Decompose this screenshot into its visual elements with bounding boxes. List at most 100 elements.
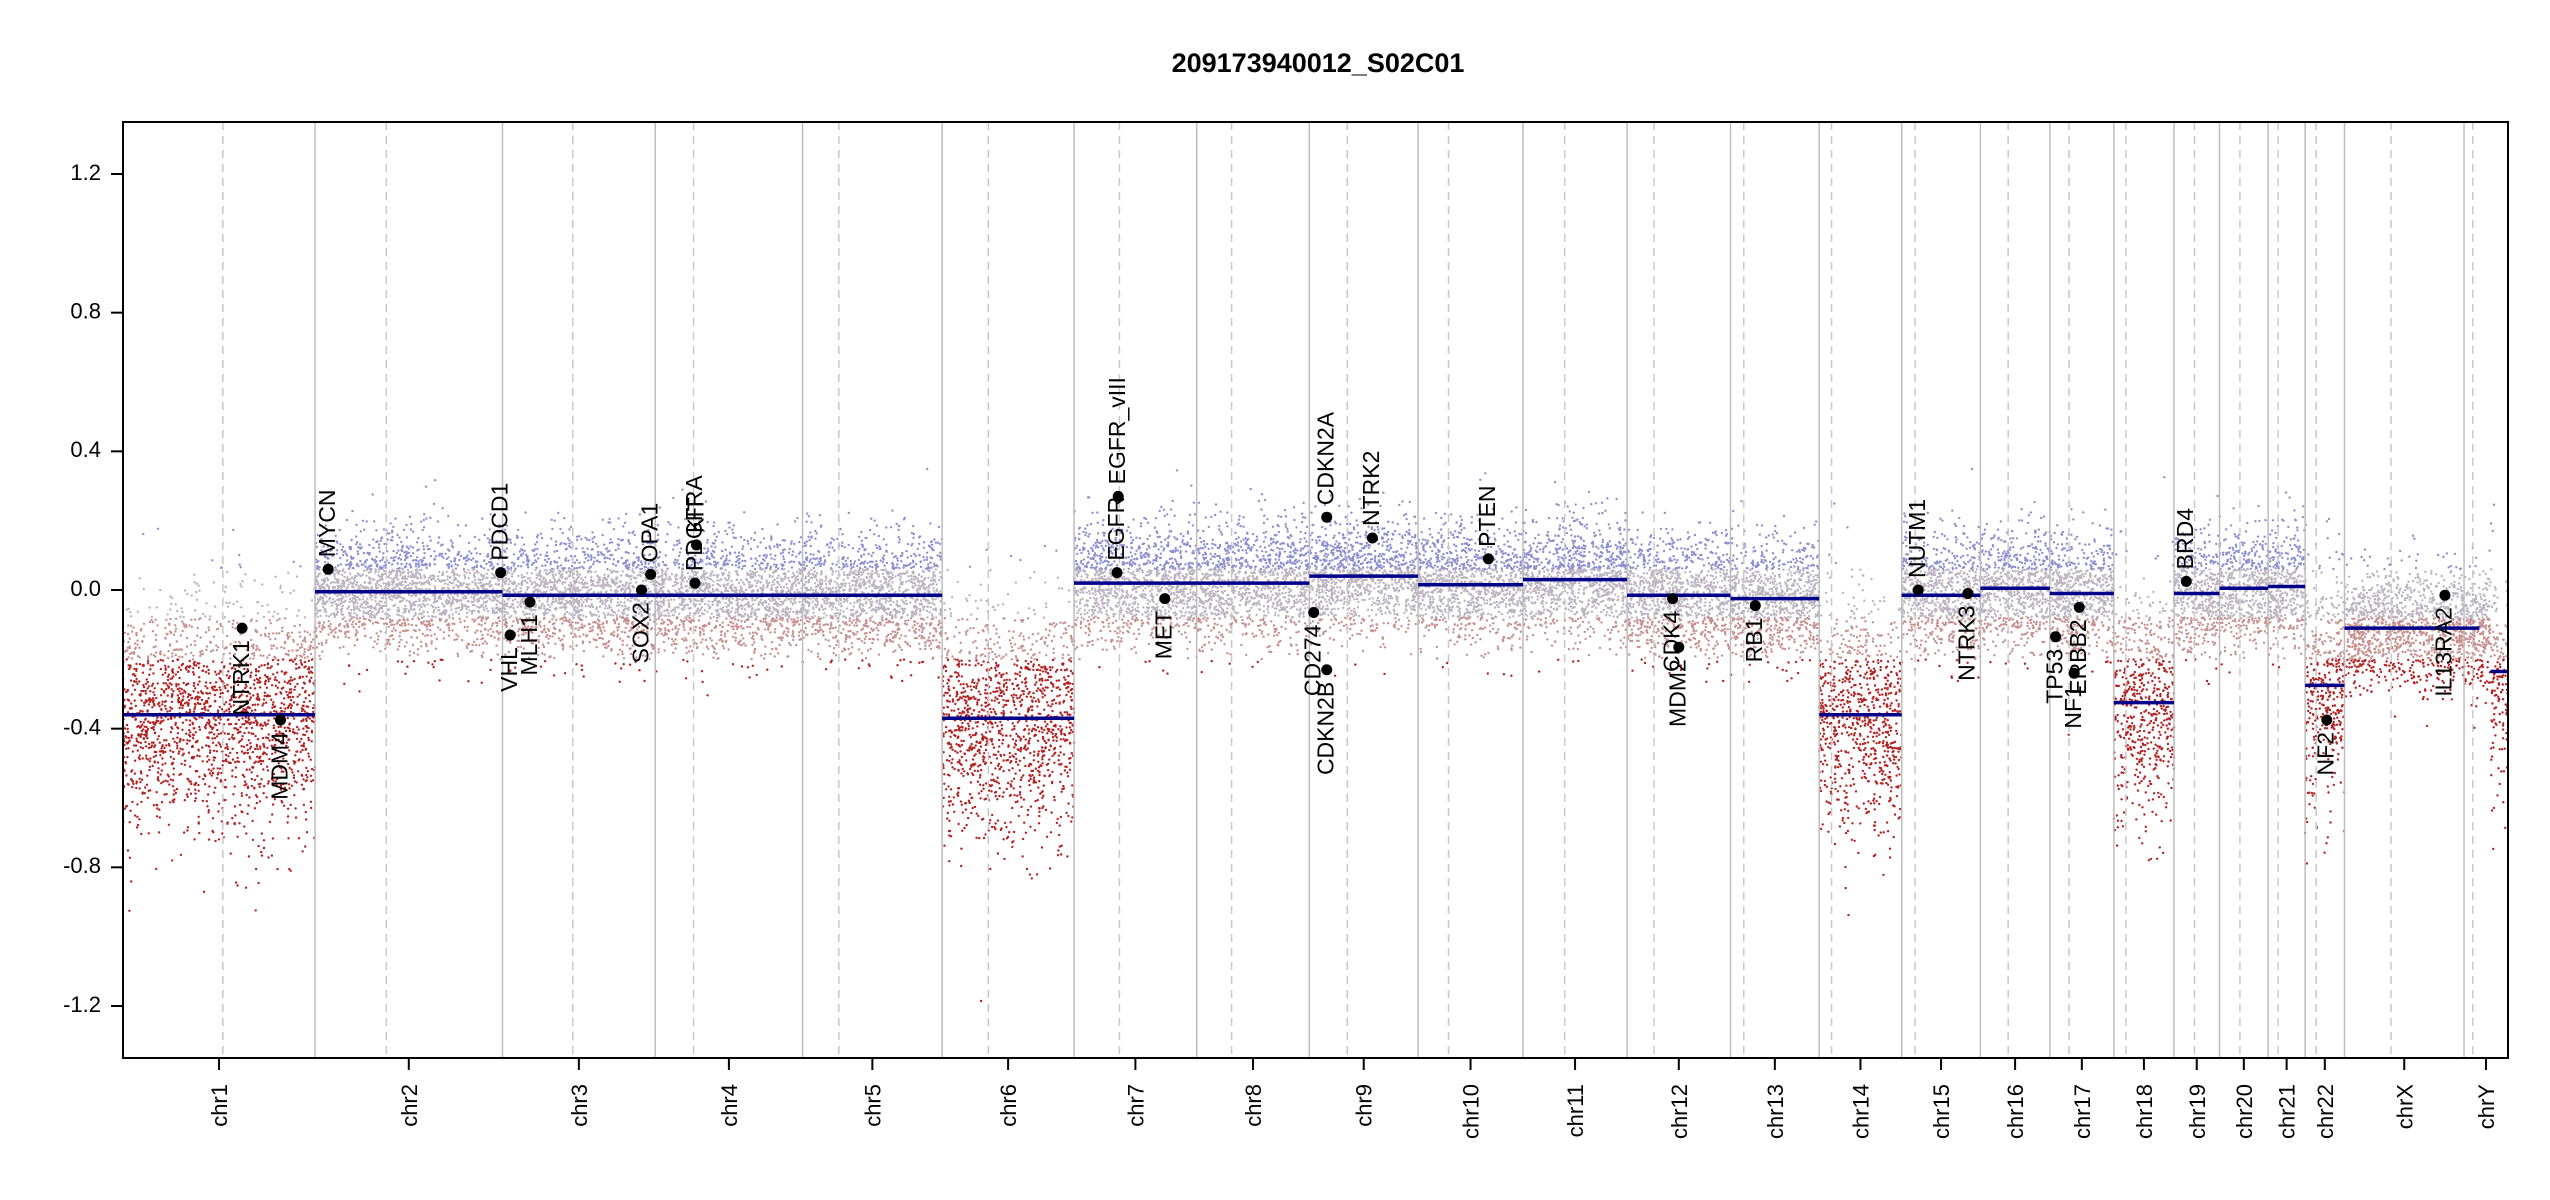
probe-point xyxy=(182,739,184,741)
probe-point xyxy=(476,587,478,589)
probe-point xyxy=(337,570,339,572)
probe-point xyxy=(157,660,159,662)
probe-point xyxy=(273,645,275,647)
probe-point xyxy=(395,629,397,631)
probe-point xyxy=(131,801,133,803)
probe-point xyxy=(436,638,438,640)
probe-point xyxy=(285,653,287,655)
probe-point xyxy=(284,681,286,683)
probe-point xyxy=(227,755,229,757)
probe-point xyxy=(289,730,291,732)
probe-point xyxy=(157,767,159,769)
probe-point xyxy=(594,585,596,587)
probe-point xyxy=(433,609,435,611)
probe-point xyxy=(153,646,155,648)
probe-point xyxy=(201,708,203,710)
probe-point xyxy=(431,624,433,626)
probe-point xyxy=(238,719,240,721)
probe-point xyxy=(424,563,426,565)
probe-point xyxy=(492,588,494,590)
probe-point xyxy=(262,655,264,657)
probe-point xyxy=(301,775,303,777)
probe-point xyxy=(127,689,129,691)
probe-point xyxy=(278,681,280,683)
probe-point xyxy=(455,584,457,586)
probe-point xyxy=(481,682,483,684)
probe-point xyxy=(454,557,456,559)
probe-point xyxy=(466,584,468,586)
probe-point xyxy=(474,594,476,596)
probe-point xyxy=(316,646,318,648)
probe-point xyxy=(366,669,368,671)
probe-point xyxy=(273,656,275,658)
probe-point xyxy=(236,836,238,838)
probe-point xyxy=(287,653,289,655)
probe-point xyxy=(386,550,388,552)
probe-point xyxy=(482,575,484,577)
probe-point xyxy=(261,728,263,730)
probe-point xyxy=(175,673,177,675)
probe-point xyxy=(417,616,419,618)
probe-point xyxy=(332,581,334,583)
probe-point xyxy=(319,658,321,660)
probe-point xyxy=(493,566,495,568)
probe-point xyxy=(288,705,290,707)
probe-point xyxy=(229,752,231,754)
probe-point xyxy=(567,560,569,562)
probe-point xyxy=(143,623,145,625)
probe-point xyxy=(129,638,131,640)
probe-point xyxy=(183,753,185,755)
probe-point xyxy=(392,526,394,528)
probe-point xyxy=(359,543,361,545)
probe-point xyxy=(163,682,165,684)
probe-point xyxy=(194,792,196,794)
probe-point xyxy=(263,847,265,849)
probe-point xyxy=(444,613,446,615)
probe-point xyxy=(568,575,570,577)
probe-point xyxy=(362,598,364,600)
probe-point xyxy=(351,585,353,587)
probe-point xyxy=(618,623,620,625)
probe-point xyxy=(287,572,289,574)
probe-point xyxy=(580,598,582,600)
probe-point xyxy=(348,619,350,621)
probe-point xyxy=(131,786,133,788)
probe-point xyxy=(177,700,179,702)
probe-point xyxy=(612,570,614,572)
probe-point xyxy=(252,766,254,768)
probe-point xyxy=(419,593,421,595)
probe-point xyxy=(380,600,382,602)
probe-point xyxy=(187,703,189,705)
probe-point xyxy=(585,616,587,618)
probe-point xyxy=(199,655,201,657)
probe-point xyxy=(287,717,289,719)
probe-point xyxy=(614,571,616,573)
probe-point xyxy=(149,664,151,666)
probe-point xyxy=(182,623,184,625)
probe-point xyxy=(358,598,360,600)
probe-point xyxy=(437,520,439,522)
probe-point xyxy=(383,543,385,545)
probe-point xyxy=(143,686,145,688)
probe-point xyxy=(260,760,262,762)
probe-point xyxy=(166,684,168,686)
probe-point xyxy=(468,542,470,544)
probe-point xyxy=(282,658,284,660)
probe-point xyxy=(526,572,528,574)
probe-point xyxy=(442,587,444,589)
probe-point xyxy=(473,604,475,606)
probe-point xyxy=(459,535,461,537)
probe-point xyxy=(614,611,616,613)
probe-point xyxy=(312,638,314,640)
probe-point xyxy=(549,635,551,637)
probe-point xyxy=(135,681,137,683)
probe-point xyxy=(299,635,301,637)
probe-point xyxy=(563,542,565,544)
probe-point xyxy=(134,814,136,816)
probe-point xyxy=(247,752,249,754)
probe-point xyxy=(241,735,243,737)
probe-point xyxy=(208,629,210,631)
probe-point xyxy=(310,759,312,761)
probe-point xyxy=(299,751,301,753)
probe-point xyxy=(439,629,441,631)
